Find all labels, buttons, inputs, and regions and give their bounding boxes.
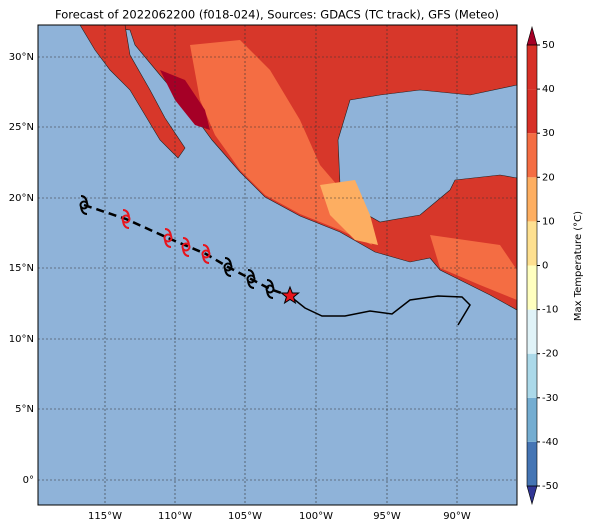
storm-symbol <box>201 249 211 259</box>
colorbar-segment <box>527 397 537 442</box>
map-area <box>38 25 517 505</box>
hot-region <box>320 180 378 245</box>
colorbar-extend <box>526 485 538 506</box>
lat-label: 25°N <box>9 122 34 133</box>
map-title: Forecast of 2022062200 (f018-024), Sourc… <box>55 8 499 22</box>
storm-symbol <box>223 262 233 272</box>
axes-labels: 30°N 25°N 20°N 15°N 10°N 5°N 0° 115°W 110°W 105°W… <box>9 52 471 522</box>
storm-symbol <box>163 233 173 243</box>
colorbar-tick-label: 0 <box>542 261 548 272</box>
lon-label: 90°W <box>443 511 471 522</box>
colorbar-tick-label: 30 <box>542 128 555 139</box>
storm-symbol <box>247 269 255 289</box>
current-position <box>279 285 301 305</box>
track-past <box>289 295 471 326</box>
colorbar-segment <box>527 353 537 398</box>
lon-label: 100°W <box>299 511 333 522</box>
storm-symbol <box>224 257 232 277</box>
colorbar-segment <box>527 441 537 486</box>
storm-symbol <box>79 200 89 210</box>
lon-label: 95°W <box>373 511 401 522</box>
colorbar-tick-label: -40 <box>542 437 558 448</box>
colorbar-tick-label: 20 <box>542 172 555 183</box>
colorbar-tick-label: -50 <box>542 481 558 492</box>
lat-label: 0° <box>23 475 34 486</box>
storm-symbols <box>79 195 275 299</box>
colorbar-segment <box>527 221 537 266</box>
lon-label: 110°W <box>158 511 192 522</box>
colorbar-extend <box>526 25 538 46</box>
map-frame <box>37 24 518 506</box>
colorbar-tick-label: -30 <box>542 393 558 404</box>
colorbar-tick-label: -20 <box>542 349 558 360</box>
storm-symbol <box>181 242 191 252</box>
storm-symbol <box>182 237 190 257</box>
colorbar-segment <box>527 45 537 90</box>
land-baja <box>79 25 186 159</box>
colorbar-segment <box>527 89 537 134</box>
graticule <box>38 25 517 505</box>
colorbar-tick-label: 50 <box>542 40 555 51</box>
lat-label: 20°N <box>9 193 34 204</box>
colorbar-segment <box>527 265 537 310</box>
lat-label: 10°N <box>9 334 34 345</box>
colorbar-segment <box>527 177 537 222</box>
lon-label: 105°W <box>228 511 262 522</box>
colorbar-label: Max Temperature (°C) <box>573 211 584 321</box>
storm-symbol <box>246 274 256 284</box>
storm-symbol <box>80 195 88 215</box>
colorbar-tick-label: 10 <box>542 216 555 227</box>
lat-label: 5°N <box>15 404 34 415</box>
colorbar-segment <box>527 309 537 354</box>
storm-symbol <box>121 214 131 224</box>
lon-label: 115°W <box>88 511 122 522</box>
warm-region <box>430 235 517 300</box>
storm-symbol <box>122 209 130 229</box>
hottest-region <box>160 70 210 130</box>
colorbar: -50 -40 -30 -20 -10 0 10 20 30 40 50 <box>526 25 558 506</box>
colorbar-segment <box>527 133 537 178</box>
storm-symbol <box>164 228 172 248</box>
lat-label: 15°N <box>9 263 34 274</box>
storm-symbol <box>202 244 210 264</box>
lat-label: 30°N <box>9 52 34 63</box>
colorbar-tick-label: -10 <box>542 305 558 316</box>
storm-symbol <box>266 279 274 299</box>
colorbar-tick-label: 40 <box>542 84 555 95</box>
storm-symbol <box>265 284 275 294</box>
